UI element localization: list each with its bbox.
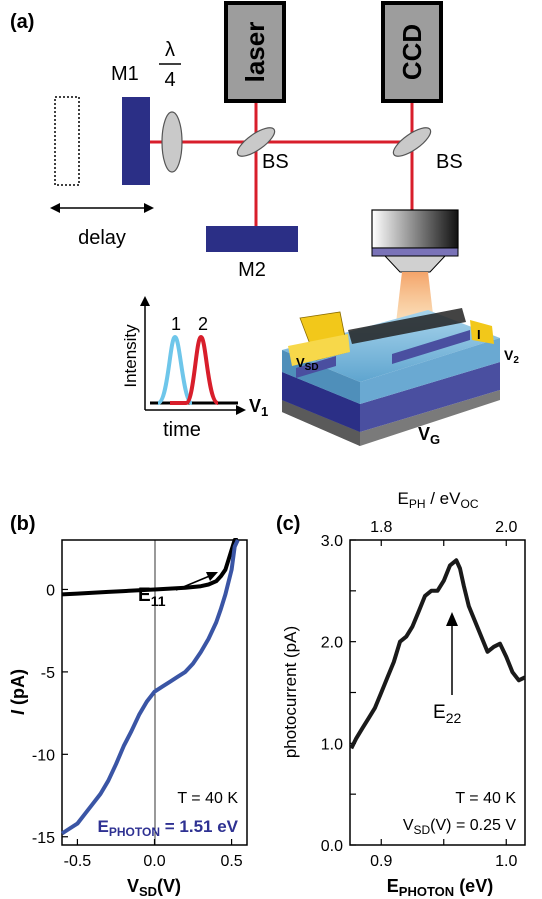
- m1-label: M1: [111, 63, 139, 85]
- panel-a-label: (a): [10, 11, 34, 33]
- inset-xlabel: time: [163, 419, 201, 441]
- ephoton-b: EPHOTON = 1.51 eV: [98, 817, 239, 839]
- panel-b: (b) -0.5 0.0 0.5 0 -5 -10 -15 E11 T = 40 K EPH…: [8, 513, 248, 899]
- temp-b: T = 40 K: [177, 790, 238, 807]
- beam-splitter-2: [392, 127, 432, 157]
- electrode-left-front: [288, 334, 350, 366]
- plot-b-xtick-label-2: 0.5: [220, 853, 242, 870]
- ylabel-b: I (pA): [8, 669, 28, 715]
- plot-b-xtick-label-0: -0.5: [64, 853, 92, 870]
- delay-label: delay: [78, 227, 126, 249]
- substrate-side: [282, 400, 360, 446]
- panel-c-label: (c): [276, 513, 300, 535]
- vg-label: VG: [418, 424, 440, 447]
- laser-beams: [150, 98, 414, 232]
- device-illustration: VSD I V1 V2 VG: [249, 308, 519, 447]
- bs-label-2: BS: [436, 151, 463, 173]
- inset-ylabel: Intensity: [121, 324, 140, 388]
- plot-c-xtick-label-0: 0.9: [370, 853, 392, 870]
- m2-label: M2: [238, 259, 266, 281]
- xlabel-b: VSD(V): [127, 876, 181, 899]
- plot-b-ytick-label-3: -15: [32, 830, 55, 847]
- plot-c-ytick-label-0: 0.0: [321, 838, 343, 855]
- v1-label: V1: [249, 396, 268, 419]
- plot-b-xtick-label-1: 0.0: [143, 853, 165, 870]
- panel-c: (c) 0.9 1.0 0.0 1.0 2.0 3.0 1.8 2.0 E22 T = 40 …: [276, 489, 526, 899]
- lambda-denominator: 4: [164, 69, 175, 91]
- panel-b-label: (b): [10, 513, 36, 535]
- plot-b-series: [60, 538, 240, 836]
- nanotube: [348, 308, 466, 344]
- plot-c-ytick-label-6: 3.0: [321, 533, 343, 550]
- e22-label: E22: [433, 702, 461, 726]
- plot-b-ytick-label-1: -5: [41, 665, 55, 682]
- temp-c: T = 40 K: [455, 790, 516, 807]
- laser-text: laser: [240, 22, 270, 83]
- vsd-label: VSD: [296, 355, 319, 373]
- v2-label: V2: [504, 347, 519, 366]
- pulse-inset: 1 2 Intensity time: [121, 296, 246, 441]
- plot-b-series-line-1: [60, 539, 240, 836]
- plot-c-ticks: 0.9 1.0 0.0 1.0 2.0 3.0 1.8 2.0: [321, 519, 518, 870]
- e11-arrow: [175, 572, 218, 591]
- lambda-numerator: λ: [165, 39, 175, 61]
- pulse-1-label: 1: [171, 314, 181, 334]
- plot-c-ytick-label-2: 1.0: [321, 736, 343, 753]
- delay-arrow: [50, 203, 154, 213]
- gate-side: [282, 372, 360, 432]
- plot-b-ytick-label-0: 0: [46, 582, 55, 599]
- pulse-1: [156, 334, 194, 405]
- pulse-2: [170, 334, 220, 405]
- electrode-right: [470, 320, 494, 344]
- waveplate-icon: [161, 111, 183, 173]
- panel-a: (a) laser CCD BS BS M1 λ 4: [10, 1, 519, 447]
- toplabel-c: EPH / eVOC: [398, 489, 479, 511]
- ylabel-c: photocurrent (pA): [281, 626, 300, 758]
- laser-box: [224, 1, 286, 103]
- plot-c-series-line-0: [349, 558, 526, 750]
- plot-c-xtick-label-2: 1.0: [495, 853, 517, 870]
- xlabel-c: EPHOTON (eV): [387, 876, 493, 899]
- plot-b-series-line-0: [61, 538, 238, 597]
- e11-label: E11: [138, 585, 166, 609]
- dielectric-side-right: [360, 338, 500, 404]
- ccd-camera: CCD: [381, 1, 443, 103]
- plot-b-ticks: -0.5 0.0 0.5 0 -5 -10 -15: [32, 582, 243, 870]
- mirror-m2: [206, 226, 298, 252]
- ccd-box: [381, 1, 443, 103]
- i-label: I: [477, 327, 481, 342]
- local-gate-v2: [392, 330, 470, 364]
- mirror-m1-displaced: [54, 96, 80, 186]
- pulse-2-label: 2: [198, 314, 208, 334]
- vsd-c: VSD(V) = 0.25 V: [403, 817, 516, 837]
- plot-c-toptick-label-0: 1.8: [370, 519, 392, 536]
- beam-splitter-1: [236, 127, 276, 157]
- plot-c-ytick-label-4: 2.0: [321, 635, 343, 652]
- local-gate-v1: [296, 356, 336, 378]
- mirror-m1: [122, 97, 150, 185]
- e22-arrow: [446, 612, 458, 695]
- ccd-text: CCD: [397, 24, 427, 80]
- plot-c-series: [349, 558, 526, 750]
- plot-b-ytick-label-2: -10: [32, 747, 55, 764]
- objective-lens: [371, 209, 459, 273]
- bs-label-1: BS: [262, 151, 289, 173]
- laser-source: laser: [224, 1, 286, 103]
- plot-c-toptick-label-2: 2.0: [495, 519, 517, 536]
- dielectric-top: [282, 310, 500, 382]
